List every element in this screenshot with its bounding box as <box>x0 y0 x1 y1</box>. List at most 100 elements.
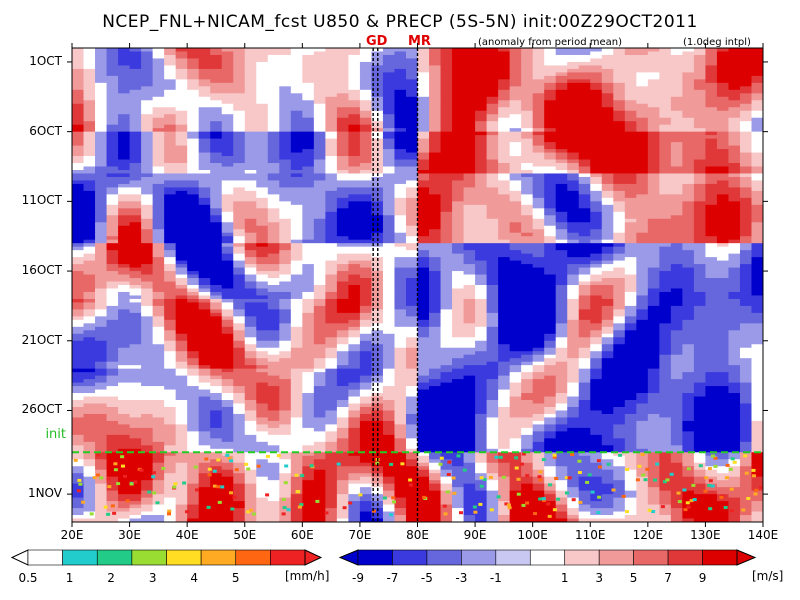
field-cell <box>532 302 545 307</box>
field-cell <box>336 201 349 206</box>
field-cell <box>429 107 442 112</box>
field-cell <box>670 208 683 213</box>
field-cell <box>544 128 557 133</box>
field-cell <box>705 281 718 286</box>
field-cell <box>532 278 545 283</box>
field-cell <box>498 176 511 182</box>
field-cell <box>452 114 465 119</box>
field-cell <box>106 93 119 98</box>
field-cell <box>417 281 430 286</box>
field-cell <box>647 319 660 324</box>
field-cell <box>716 103 730 108</box>
field-cell <box>187 166 200 171</box>
field-cell <box>233 107 246 112</box>
field-cell <box>359 271 373 276</box>
field-cell <box>728 176 741 182</box>
field-cell <box>394 166 407 171</box>
field-cell <box>509 176 522 182</box>
field-cell <box>670 232 683 237</box>
field-cell <box>475 169 488 175</box>
field-cell <box>221 215 234 220</box>
field-cell <box>475 107 488 112</box>
field-cell <box>659 281 672 286</box>
field-cell <box>279 312 292 317</box>
field-cell <box>521 225 534 230</box>
field-cell <box>739 124 753 129</box>
field-cell <box>210 145 223 150</box>
field-cell <box>521 51 534 56</box>
field-cell <box>83 208 96 213</box>
field-cell <box>290 312 303 317</box>
field-cell <box>682 96 695 101</box>
field-cell <box>325 79 338 84</box>
field-cell <box>129 68 142 73</box>
field-cell <box>72 291 85 297</box>
field-cell <box>498 159 511 164</box>
field-cell <box>256 89 269 94</box>
field-cell <box>233 211 246 216</box>
field-cell <box>394 187 407 192</box>
field-cell <box>544 145 557 150</box>
field-cell <box>187 194 200 199</box>
field-cell <box>83 159 96 164</box>
field-cell <box>72 96 85 101</box>
field-cell <box>348 298 361 304</box>
field-cell <box>95 333 108 338</box>
field-cell <box>279 211 292 216</box>
field-cell <box>302 58 315 63</box>
field-cell <box>129 142 142 147</box>
field-cell <box>498 86 511 91</box>
field-cell <box>244 246 257 251</box>
field-cell <box>601 152 614 157</box>
field-cell <box>567 166 580 171</box>
field-cell <box>244 201 257 206</box>
field-cell <box>302 72 315 77</box>
field-cell <box>728 103 741 108</box>
field-cell <box>624 169 637 175</box>
field-cell <box>83 323 96 328</box>
field-cell <box>659 211 672 216</box>
field-cell <box>187 312 200 317</box>
field-cell <box>164 51 177 56</box>
field-cell <box>129 264 142 269</box>
field-cell <box>394 260 407 265</box>
field-cell <box>72 163 85 168</box>
field-cell <box>624 229 637 234</box>
field-cell <box>336 190 349 195</box>
field-cell <box>739 159 753 164</box>
field-cell <box>544 215 557 220</box>
field-cell <box>129 93 142 98</box>
field-cell <box>544 319 557 324</box>
field-cell <box>106 187 119 192</box>
field-cell <box>348 142 361 147</box>
field-cell <box>452 176 465 182</box>
field-cell <box>567 135 580 140</box>
field-cell <box>325 250 338 255</box>
field-cell <box>164 169 177 175</box>
field-cell <box>129 337 142 342</box>
field-cell <box>233 288 246 293</box>
field-cell <box>440 232 453 237</box>
field-cell <box>210 152 223 157</box>
field-cell <box>359 169 373 175</box>
field-cell <box>567 159 580 164</box>
field-cell <box>544 333 557 338</box>
field-cell <box>498 166 511 171</box>
field-cell <box>175 302 188 307</box>
field-cell <box>221 305 234 310</box>
field-cell <box>555 208 568 213</box>
field-cell <box>210 274 223 279</box>
field-cell <box>210 285 223 290</box>
field-cell <box>739 326 753 331</box>
field-cell <box>221 152 234 157</box>
field-cell <box>601 159 614 164</box>
field-cell <box>152 208 165 213</box>
field-cell <box>440 65 453 70</box>
field-cell <box>532 156 545 161</box>
field-cell <box>348 54 361 60</box>
field-cell <box>394 236 407 241</box>
field-cell <box>716 326 730 331</box>
field-cell <box>647 156 660 161</box>
field-cell <box>544 281 557 286</box>
field-cell <box>152 54 165 60</box>
